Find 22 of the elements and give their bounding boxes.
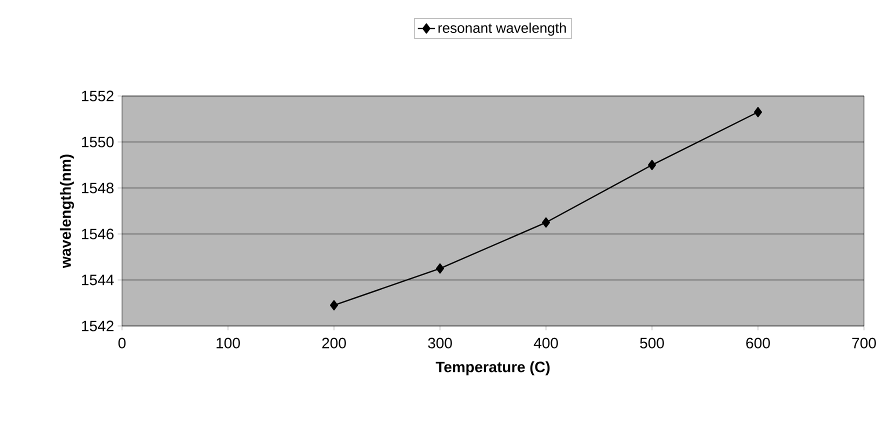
- x-axis-title: Temperature (C): [436, 361, 550, 376]
- y-tick-label: 1550: [82, 136, 114, 148]
- point: [754, 106, 762, 118]
- x-tick-label: 400: [534, 338, 558, 348]
- y-tick-label: 1552: [82, 90, 114, 102]
- x-tick-label: 0: [118, 338, 126, 348]
- x-tick-label: 300: [428, 338, 452, 348]
- x-tick-label: 600: [746, 338, 770, 348]
- y-tick-label: 1544: [82, 274, 114, 286]
- point: [542, 217, 550, 228]
- y-axis-title: wavelength(nm): [60, 154, 74, 268]
- x-tick-label: 700: [852, 338, 876, 348]
- point: [436, 263, 444, 274]
- legend-label: resonant wavelength: [438, 22, 566, 36]
- y-tick-label: 1546: [82, 228, 114, 240]
- y-tick-label: 1548: [82, 182, 114, 194]
- point: [648, 160, 656, 170]
- point: [330, 300, 338, 310]
- x-tick-label: 500: [640, 338, 664, 348]
- y-tick-label: 1542: [82, 320, 114, 332]
- x-tick-label: 100: [216, 338, 240, 348]
- x-tick-label: 200: [322, 338, 346, 348]
